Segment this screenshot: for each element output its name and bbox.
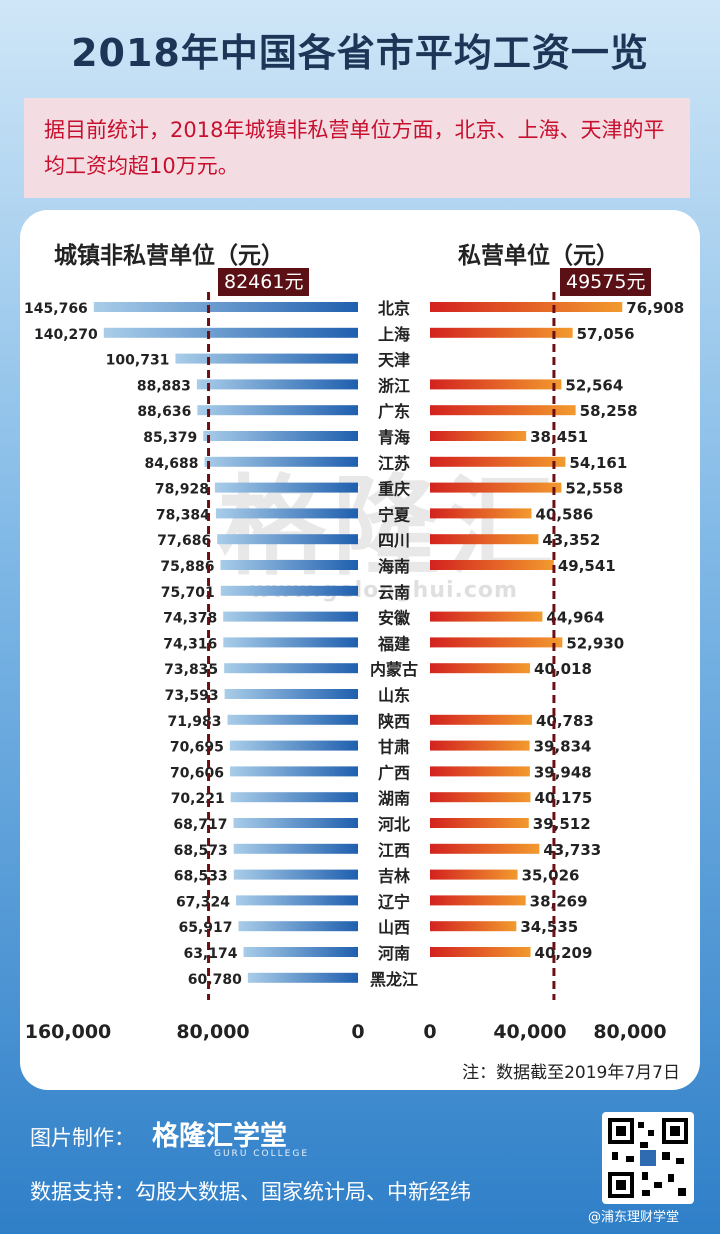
brand-logo: 格隆汇学堂 xyxy=(152,1121,287,1152)
weibo-handle: @浦东理财学堂 xyxy=(588,1210,680,1225)
maker-label: 图片制作： xyxy=(30,1126,135,1150)
watermark-url: www.gelonghui.com xyxy=(250,578,518,603)
right-chart-title: 私营单位（元） xyxy=(458,243,619,269)
data-note: 注：数据截至2019年7月7日 xyxy=(462,1063,680,1083)
qr-code-icon xyxy=(602,1112,694,1204)
watermark-logo: 格隆汇 xyxy=(218,465,561,590)
data-source: 数据支持：勾股大数据、国家统计局、中新经纬 xyxy=(30,1180,471,1204)
right-average-label: 49575元 xyxy=(560,268,652,296)
page-title: 2018年中国各省市平均工资一览 xyxy=(71,31,649,75)
intro-text: 据目前统计，2018年城镇非私营单位方面，北京、上海、天津的平均工资均超10万元… xyxy=(24,98,690,198)
left-chart-title: 城镇非私营单位（元） xyxy=(54,243,284,269)
left-average-label: 82461元 xyxy=(218,268,310,296)
chart-card xyxy=(20,210,700,1090)
brand-subtitle: GURU COLLEGE xyxy=(214,1149,310,1159)
